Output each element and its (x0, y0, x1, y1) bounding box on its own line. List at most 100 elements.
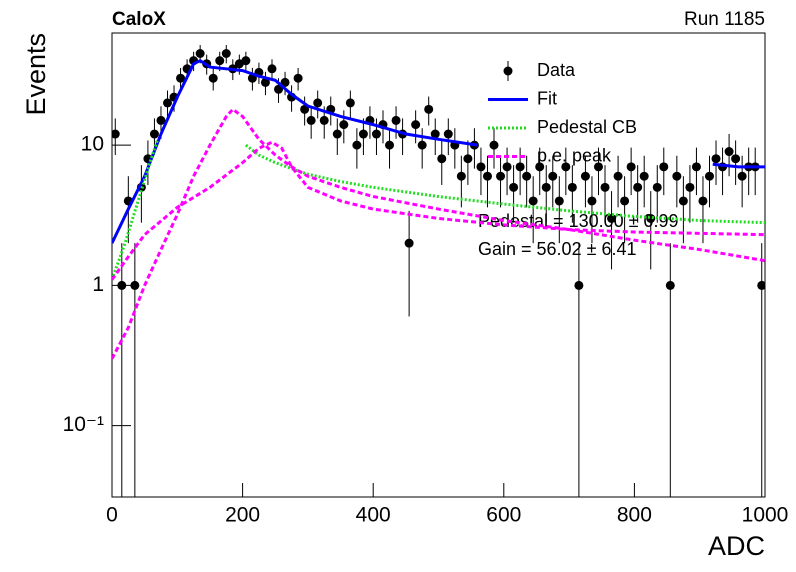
data-point (293, 73, 303, 83)
data-point (528, 196, 538, 206)
data-point (260, 77, 270, 87)
legend-label: p.e. peak (537, 145, 612, 165)
data-point (522, 171, 532, 181)
legend-label: Data (537, 60, 576, 80)
data-point (463, 154, 473, 164)
y-axis-label: Events (21, 33, 51, 116)
data-point (345, 98, 355, 108)
legend-label: Pedestal CB (537, 117, 637, 137)
data-point (117, 280, 127, 290)
data-point (711, 154, 721, 164)
data-point (541, 182, 551, 192)
data-point (652, 182, 662, 192)
data-point (417, 140, 427, 150)
data-point (306, 115, 316, 125)
data-point (437, 154, 447, 164)
data-point (704, 171, 714, 181)
data-point (411, 120, 421, 130)
curve (112, 138, 765, 281)
data-point (476, 162, 486, 172)
x-tick-label: 0 (106, 504, 118, 527)
data-point (208, 73, 218, 83)
data-point (574, 280, 584, 290)
curve (112, 58, 765, 244)
data-point (509, 182, 519, 192)
data-point (600, 182, 610, 192)
y-tick-label: 10⁻¹ (63, 413, 104, 436)
data-point (737, 171, 747, 181)
data-point (130, 280, 140, 290)
data-point (561, 162, 571, 172)
curve (112, 140, 765, 281)
data-point (241, 56, 251, 66)
x-tick-label: 1000 (742, 504, 789, 527)
data-point (757, 280, 765, 290)
plot-area (112, 45, 765, 497)
chart-subtitle: Run 1185 (684, 9, 765, 30)
data-point (580, 171, 590, 181)
x-tick-label: 400 (356, 504, 391, 527)
data-point (156, 115, 166, 125)
data-point (391, 115, 401, 125)
legend-swatch (503, 66, 513, 76)
data-point (685, 182, 695, 192)
data-point (443, 129, 453, 139)
data-point (221, 48, 231, 58)
data-point (665, 280, 675, 290)
curve (112, 107, 765, 360)
data-point (502, 162, 512, 172)
data-point (515, 162, 525, 172)
data-point (691, 162, 701, 172)
data-point (496, 171, 506, 181)
data-point (352, 140, 362, 150)
data-point (482, 171, 492, 181)
data-point (274, 84, 284, 94)
x-tick-label: 800 (617, 504, 652, 527)
data-point (724, 147, 734, 157)
data-point (404, 238, 414, 248)
data-point (267, 64, 277, 74)
x-tick-label: 600 (486, 504, 521, 527)
data-point (698, 196, 708, 206)
y-tick-label: 10 (81, 133, 104, 156)
data-point (195, 48, 205, 58)
data-point (633, 182, 643, 192)
annotation: Gain = 56.02 ± 6.41 (478, 239, 637, 259)
data-point (385, 140, 395, 150)
x-tick-label: 200 (225, 504, 260, 527)
data-point (313, 98, 323, 108)
data-point (659, 162, 669, 172)
data-point (358, 129, 368, 139)
data-point (672, 171, 682, 181)
data-point (163, 98, 173, 108)
data-point (489, 140, 499, 150)
data-point (112, 129, 120, 139)
data-point (280, 77, 290, 87)
data-point (607, 213, 617, 223)
data-point (332, 129, 342, 139)
data-point (535, 162, 545, 172)
data-point (587, 196, 597, 206)
data-point (678, 196, 688, 206)
data-point (620, 196, 630, 206)
data-point (371, 129, 381, 139)
data-point (424, 104, 434, 114)
data-point (149, 129, 159, 139)
y-tick-label: 1 (92, 273, 104, 296)
chart-title: CaloX (112, 9, 166, 30)
data-point (176, 73, 186, 83)
data-point (339, 120, 349, 130)
x-axis-label: ADC (708, 531, 765, 561)
data-point (430, 129, 440, 139)
data-point (731, 154, 741, 164)
legend-label: Fit (537, 88, 557, 108)
data-point (319, 115, 329, 125)
data-point (548, 171, 558, 181)
data-point (567, 182, 577, 192)
data-point (215, 56, 225, 66)
data-point (593, 162, 603, 172)
data-point (639, 171, 649, 181)
data-point (613, 171, 623, 181)
